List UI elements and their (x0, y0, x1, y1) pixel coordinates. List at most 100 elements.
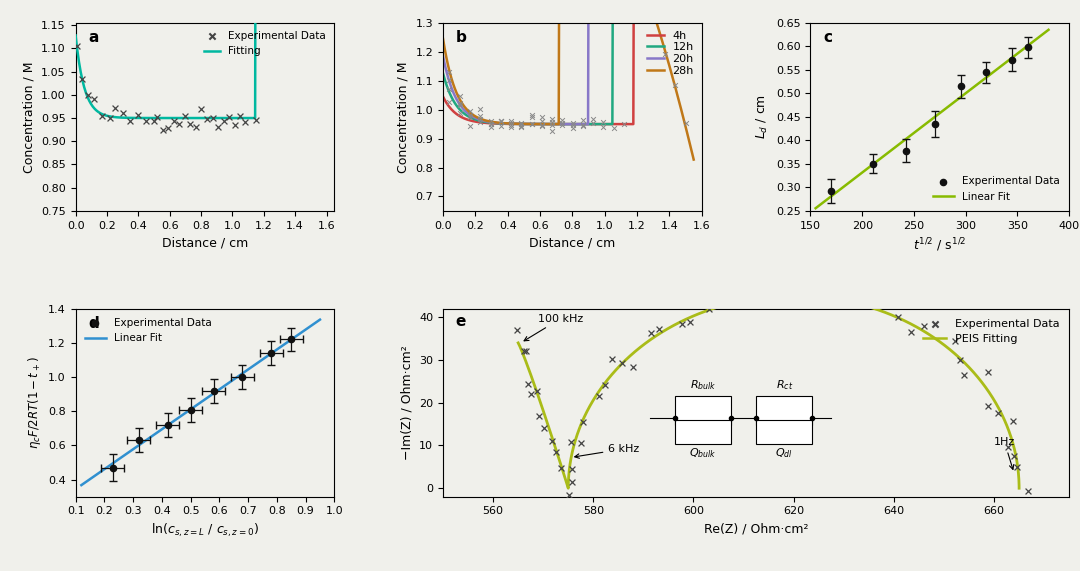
Point (543, 127, 561, 136)
Point (461, 107, 478, 116)
Point (999, 443, 1016, 452)
Point (616, 119, 633, 128)
20h (436, 53, 449, 59)
Point (789, 291, 807, 300)
Point (591, 391, 608, 400)
Point (461, 122, 478, 131)
Text: a: a (89, 30, 99, 45)
Point (811, 300, 828, 309)
Point (564, 464, 581, 473)
Point (513, 119, 530, 128)
Text: d: d (89, 316, 99, 331)
Point (220, 113, 238, 122)
Point (701, 304, 718, 313)
Point (989, 408, 1007, 417)
Point (502, 120, 519, 130)
Point (1004, 416, 1022, 425)
Text: b: b (456, 30, 467, 45)
X-axis label: Re(Z) / Ohm·cm²: Re(Z) / Ohm·cm² (704, 522, 808, 535)
Point (226, 120, 243, 130)
Point (1008, 463, 1025, 472)
Point (130, 110, 147, 119)
Point (534, 116, 551, 125)
Legend: 4h, 12h, 20h, 28h: 4h, 12h, 20h, 28h (645, 29, 697, 78)
Point (122, 116, 139, 125)
X-axis label: $\ln(c_{s,z=L}\ /\ c_{s,z=0})$: $\ln(c_{s,z=L}\ /\ c_{s,z=0})$ (151, 522, 259, 540)
Point (517, 347, 535, 356)
Point (564, 123, 581, 132)
Text: 1Hz: 1Hz (994, 437, 1015, 469)
28h (437, 41, 450, 47)
Point (472, 118, 489, 127)
4h (585, 120, 598, 127)
Text: $R_{bulk}$: $R_{bulk}$ (690, 378, 716, 392)
X-axis label: $t^{1/2}$ / s$^{1/2}$: $t^{1/2}$ / s$^{1/2}$ (913, 236, 967, 254)
4h (626, 120, 639, 127)
Point (451, 99, 469, 108)
28h (687, 156, 700, 163)
Point (482, 119, 499, 128)
Point (646, 13, 663, 22)
Y-axis label: −Im(Z) / Ohm·cm²: −Im(Z) / Ohm·cm² (401, 345, 414, 460)
Point (595, 118, 612, 127)
12h (436, 70, 449, 77)
Legend: Experimental Data, Linear Fit: Experimental Data, Linear Fit (81, 314, 216, 347)
Y-axis label: Concentration / M: Concentration / M (397, 61, 410, 172)
Point (451, 109, 469, 118)
Point (596, 380, 613, 389)
Point (523, 389, 540, 398)
Point (890, 313, 907, 322)
Point (247, 115, 265, 124)
Point (870, 294, 888, 303)
Point (605, 124, 622, 133)
Text: c: c (823, 30, 833, 45)
Legend: Experimental Data, Linear Fit: Experimental Data, Linear Fit (929, 172, 1064, 206)
Point (946, 336, 963, 345)
28h (436, 35, 449, 42)
Point (530, 412, 548, 421)
Point (564, 118, 581, 127)
Point (231, 111, 248, 120)
Point (528, 386, 545, 395)
Point (575, 116, 592, 125)
Point (916, 322, 933, 331)
Point (154, 125, 172, 134)
Y-axis label: Concentration / M: Concentration / M (23, 61, 36, 172)
Point (149, 112, 166, 121)
Point (515, 347, 532, 356)
Point (564, 120, 581, 130)
Point (482, 123, 499, 132)
Point (603, 355, 620, 364)
Point (650, 324, 667, 333)
Point (595, 122, 612, 131)
Point (575, 418, 592, 427)
Point (513, 122, 530, 131)
Point (114, 108, 132, 118)
4h (590, 120, 603, 127)
Point (502, 118, 519, 127)
12h (606, 120, 619, 127)
Point (102, 113, 119, 122)
Point (731, 295, 748, 304)
Point (768, 292, 785, 301)
Y-axis label: $L_d$ / cm: $L_d$ / cm (755, 94, 770, 139)
Point (513, 122, 530, 131)
Point (508, 325, 525, 335)
20h (437, 57, 450, 63)
Point (854, 297, 872, 306)
Point (461, 112, 478, 122)
Point (561, 490, 578, 500)
Point (523, 119, 540, 128)
Point (534, 121, 551, 130)
Point (451, 91, 469, 100)
Point (492, 122, 510, 131)
Point (543, 120, 561, 129)
Point (165, 117, 183, 126)
Point (441, 67, 458, 77)
Point (204, 113, 221, 122)
Point (553, 463, 570, 472)
12h (585, 120, 598, 127)
Point (978, 401, 996, 411)
Point (534, 120, 551, 129)
Point (482, 119, 499, 128)
